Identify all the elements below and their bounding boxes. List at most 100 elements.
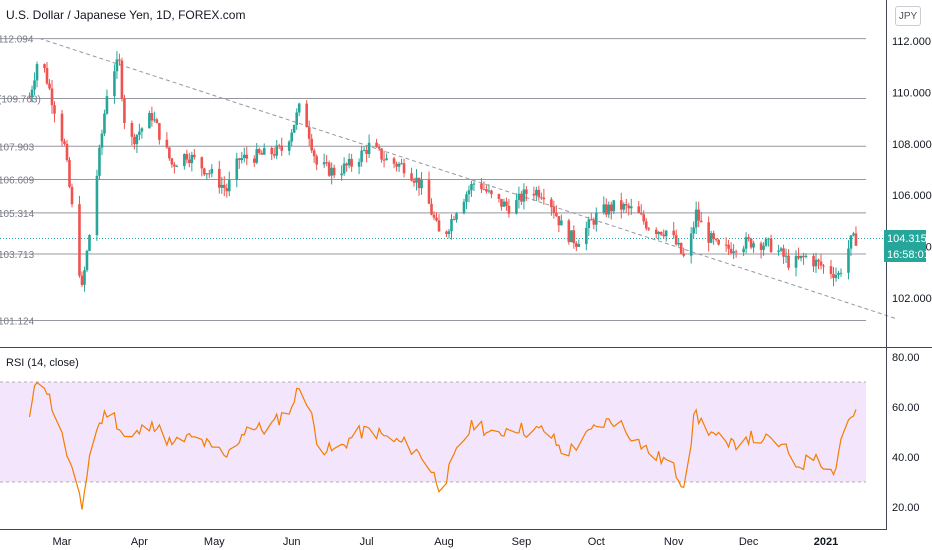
candle-body — [802, 255, 805, 258]
candle-body — [173, 164, 176, 167]
currency-button[interactable]: JPY — [895, 6, 921, 26]
candle-body — [297, 103, 301, 113]
candle-body — [822, 265, 825, 267]
candle-body — [500, 198, 503, 207]
time-tick-label: Nov — [664, 536, 684, 548]
candle-body — [227, 179, 231, 192]
candle-body — [412, 180, 416, 183]
candle-body — [602, 204, 606, 213]
candle-body — [307, 127, 311, 139]
candle-body — [525, 189, 528, 194]
candle-body — [812, 255, 815, 267]
candle-body — [592, 220, 596, 225]
candle-body — [225, 188, 229, 192]
candle-body — [794, 255, 798, 268]
candle-body — [350, 158, 353, 167]
candle-body — [222, 184, 226, 189]
candle-body — [120, 60, 124, 99]
candle-body — [550, 199, 553, 208]
candle-body — [150, 113, 154, 121]
candle-body — [747, 237, 750, 239]
candle-body — [130, 122, 134, 137]
time-tick-label: May — [204, 536, 225, 548]
candle-body — [487, 190, 491, 192]
candle-body — [260, 152, 264, 155]
level-label: 103.713 — [0, 250, 35, 261]
candle-body — [749, 238, 753, 248]
candle-body — [305, 103, 308, 128]
candle-body — [272, 154, 276, 156]
candle-body — [292, 124, 296, 133]
candle-body — [505, 201, 508, 206]
candle-body — [552, 207, 556, 213]
candle-body — [445, 231, 448, 235]
candle-body — [63, 141, 66, 144]
candle-body — [155, 119, 159, 124]
candle-body — [590, 219, 593, 221]
candle-body — [532, 193, 536, 196]
candle-body — [270, 148, 274, 155]
candle-body — [385, 158, 388, 161]
candle-body — [330, 167, 333, 176]
candle-body — [360, 150, 363, 162]
candle-body — [402, 163, 406, 174]
candle-body — [542, 197, 546, 200]
candle-body — [105, 96, 109, 114]
candle-body — [210, 168, 214, 174]
candle-body — [714, 238, 718, 240]
rsi-line — [28, 381, 857, 510]
candle-body — [517, 193, 521, 201]
price-tick-label: 106.000 — [892, 190, 932, 202]
candle-body — [135, 134, 139, 145]
candle-body — [45, 68, 49, 84]
candle-body — [185, 154, 189, 160]
candle-body — [235, 158, 239, 180]
level-label: 105.314 — [0, 209, 35, 220]
candle-body — [609, 204, 613, 212]
candle-body — [829, 266, 833, 274]
candle-body — [392, 158, 396, 164]
rsi-tick-label: 60.00 — [892, 402, 920, 414]
candle-body — [515, 200, 518, 214]
candle-body — [642, 214, 646, 222]
candle-body — [462, 201, 466, 214]
candle-body — [382, 159, 386, 161]
candle-body — [138, 131, 141, 135]
candle-body — [699, 220, 703, 223]
candle-body — [572, 230, 576, 244]
candle-body — [60, 113, 64, 142]
candle-body — [535, 189, 538, 196]
candle-body — [345, 163, 348, 166]
candle-body — [242, 154, 246, 158]
candle-body — [570, 230, 573, 243]
candle-body — [30, 89, 34, 98]
candle-body — [280, 145, 284, 151]
candle-body — [48, 83, 51, 89]
candle-body — [68, 160, 71, 187]
candle-body — [237, 158, 241, 161]
trendline[interactable] — [39, 37, 897, 320]
candle-body — [397, 163, 401, 167]
candle-body — [799, 255, 803, 259]
price-tick-label: 108.000 — [892, 139, 932, 151]
time-tick-label: Apr — [131, 536, 148, 548]
rsi-band — [0, 382, 866, 482]
candle-body — [327, 162, 331, 176]
candle-body — [118, 59, 121, 61]
candle-body — [455, 213, 458, 220]
candle-body — [742, 248, 745, 253]
candle-body — [782, 248, 785, 257]
candle-body — [707, 222, 710, 243]
candle-body — [540, 197, 543, 199]
candle-body — [165, 139, 169, 148]
candle-body — [103, 113, 106, 134]
candle-body — [275, 145, 279, 156]
candle-body — [447, 231, 451, 235]
candle-body — [53, 105, 56, 114]
candle-body — [467, 190, 471, 195]
candle-body — [450, 218, 453, 232]
candle-body — [847, 248, 850, 273]
candle-body — [332, 167, 336, 176]
candle-body — [170, 158, 174, 165]
